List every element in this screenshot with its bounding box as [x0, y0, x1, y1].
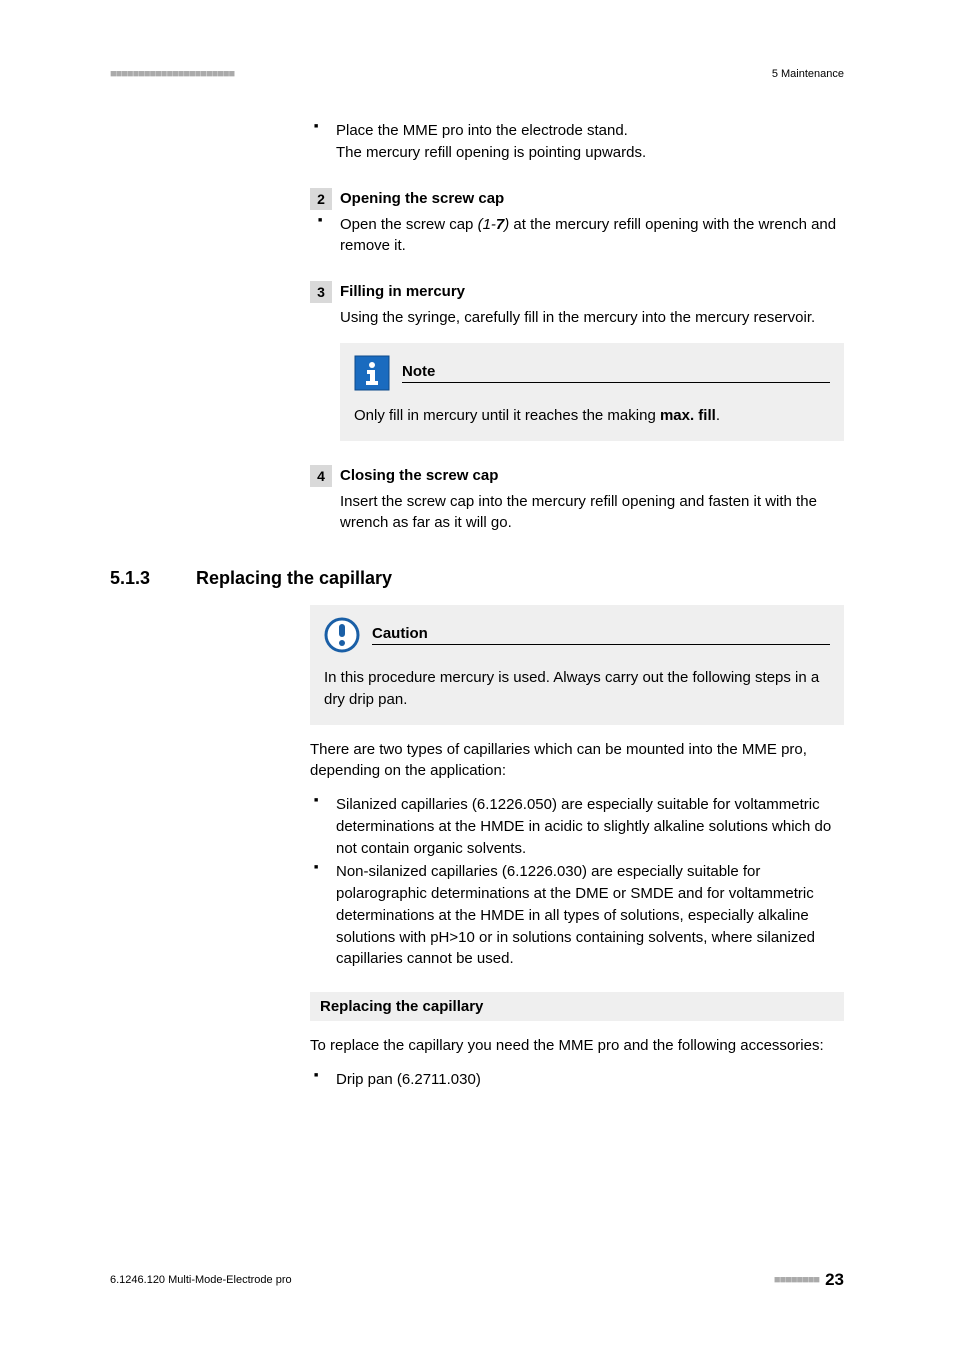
note-text: Only fill in mercury until it reaches th… [354, 405, 830, 427]
step-header: 4 Closing the screw cap [310, 465, 844, 487]
page: ■■■■■■■■■■■■■■■■■■■■■■ 5 Maintenance Pla… [0, 0, 954, 1350]
step-title: Filling in mercury [340, 281, 465, 303]
caution-title: Caution [372, 625, 830, 645]
list-item: Silanized capillaries (6.1226.050) are e… [336, 794, 844, 859]
paragraph: There are two types of capillaries which… [310, 739, 844, 783]
caution-header: Caution [324, 617, 830, 653]
ref-b: 7 [496, 216, 504, 233]
step-body: Insert the screw cap into the mercury re… [340, 491, 844, 535]
step-body: Using the syringe, carefully fill in the… [340, 307, 844, 329]
step-title: Opening the screw cap [340, 188, 504, 210]
list-item: Open the screw cap (1-7) at the mercury … [340, 214, 844, 258]
text: Open the screw cap [340, 216, 478, 233]
step-header: 3 Filling in mercury [310, 281, 844, 303]
ref: (1-7) [478, 216, 510, 233]
footer-dashes: ■■■■■■■■ [774, 1274, 819, 1286]
paragraph: To replace the capillary you need the MM… [310, 1035, 844, 1057]
step-number: 2 [310, 188, 332, 210]
section-number: 5.1.3 [110, 568, 196, 589]
step-header: 2 Opening the screw cap [310, 188, 844, 210]
header-chapter: 5 Maintenance [772, 68, 844, 80]
step-title: Closing the screw cap [340, 465, 498, 487]
section-heading-row: 5.1.3 Replacing the capillary [110, 568, 844, 589]
note-title-wrap: Note [402, 363, 830, 383]
caution-text: In this procedure mercury is used. Alway… [324, 667, 830, 711]
info-icon [354, 355, 390, 391]
text: . [716, 407, 720, 424]
text: Only fill in mercury until it reaches th… [354, 407, 660, 424]
note-title: Note [402, 363, 830, 383]
section-title: Replacing the capillary [196, 568, 392, 589]
sub-heading: Replacing the capillary [310, 992, 844, 1021]
list-item: Drip pan (6.2711.030) [336, 1069, 844, 1091]
list-item: Place the MME pro into the electrode sta… [336, 120, 844, 164]
note-box: Note Only fill in mercury until it reach… [340, 343, 844, 441]
bullet-text: The mercury refill opening is pointing u… [336, 144, 646, 161]
accessory-list: Drip pan (6.2711.030) [310, 1069, 844, 1091]
page-number: 23 [825, 1270, 844, 1290]
footer-right: ■■■■■■■■ 23 [774, 1270, 844, 1290]
content: Place the MME pro into the electrode sta… [310, 120, 844, 534]
caution-icon [324, 617, 360, 653]
step-number: 4 [310, 465, 332, 487]
footer-left: 6.1246.120 Multi-Mode-Electrode pro [110, 1274, 292, 1286]
header-dashes: ■■■■■■■■■■■■■■■■■■■■■■ [110, 68, 234, 80]
list-item: Non-silanized capillaries (6.1226.030) a… [336, 861, 844, 970]
ref-a: (1- [478, 216, 496, 233]
step-body: Open the screw cap (1-7) at the mercury … [340, 214, 844, 258]
page-header: ■■■■■■■■■■■■■■■■■■■■■■ 5 Maintenance [110, 68, 844, 80]
note-header: Note [354, 355, 830, 391]
page-footer: 6.1246.120 Multi-Mode-Electrode pro ■■■■… [110, 1270, 844, 1290]
step-number: 3 [310, 281, 332, 303]
bullet-text: Place the MME pro into the electrode sta… [336, 122, 628, 139]
section-content: Caution In this procedure mercury is use… [310, 605, 844, 1091]
caution-box: Caution In this procedure mercury is use… [310, 605, 844, 725]
capillary-list: Silanized capillaries (6.1226.050) are e… [310, 794, 844, 970]
text-bold: max. fill [660, 407, 716, 424]
caution-title-wrap: Caution [372, 625, 830, 645]
intro-bullet-list: Place the MME pro into the electrode sta… [310, 120, 844, 164]
